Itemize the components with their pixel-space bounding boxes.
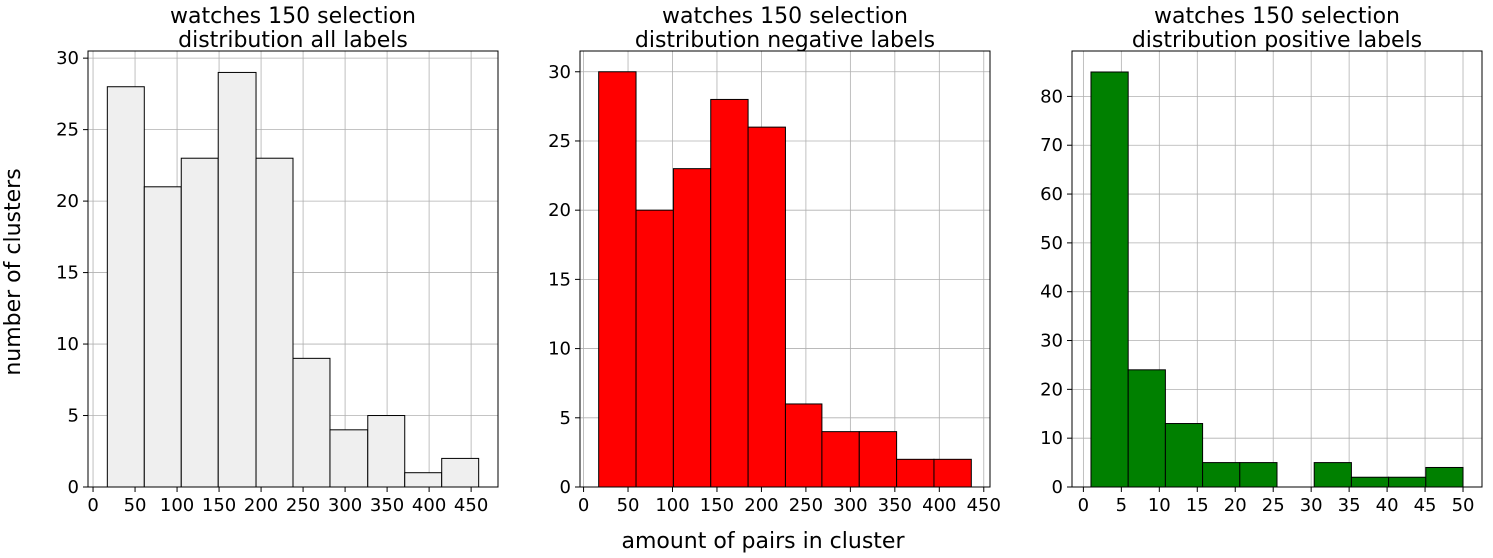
subplot-1: 0 50 100 150 200 250 300 350 400 450 0 5 10 15 20 25 30 w… [56, 4, 499, 516]
histogram-bar-6 [784, 403, 823, 488]
histogram-bar-4 [1202, 462, 1241, 488]
histogram-bar-3 [180, 157, 219, 488]
histogram-bar-1 [106, 86, 145, 488]
y-tick-label: 20 [1040, 379, 1063, 400]
histogram-bar-5 [255, 157, 294, 488]
histogram-bar-6 [292, 357, 331, 488]
y-tick-label: 50 [1040, 233, 1063, 254]
x-tick-label: 50 [124, 495, 147, 516]
x-tick-label: 100 [655, 495, 689, 516]
x-tick-label: 400 [922, 495, 956, 516]
histogram-bar-9 [404, 472, 443, 488]
chart-title-line-1: watches 150 selection [1154, 4, 1400, 29]
x-tick-label: 450 [967, 495, 1001, 516]
x-tick-label: 50 [1452, 495, 1475, 516]
x-tick-label: 0 [87, 495, 98, 516]
histogram-bar-9 [896, 458, 935, 488]
x-tick-label: 30 [1300, 495, 1323, 516]
y-tick-label: 5 [560, 408, 571, 429]
x-tick-label: 300 [328, 495, 362, 516]
x-tick-label: 350 [878, 495, 912, 516]
y-tick-label: 10 [1040, 428, 1063, 449]
x-tick-label: 150 [700, 495, 734, 516]
x-tick-label: 200 [244, 495, 278, 516]
y-tick-label: 0 [560, 477, 571, 498]
histogram-bar-2 [143, 186, 182, 488]
chart-title-line-1: watches 150 selection [662, 4, 908, 29]
y-tick-label: 20 [548, 200, 571, 221]
y-tick-label: 30 [548, 62, 571, 83]
x-tick-label: 0 [1078, 495, 1089, 516]
x-tick-label: 35 [1338, 495, 1361, 516]
histogram-bar-5 [747, 126, 786, 488]
plot-frame [87, 50, 499, 488]
y-tick-label: 15 [548, 269, 571, 290]
histogram-bar-7 [1313, 462, 1352, 488]
subplot-3: 0 5 10 15 20 25 30 35 40 45 50 0 10 20 30 40 50 60 70 80 wat… [1040, 4, 1483, 516]
x-tick-label: 25 [1262, 495, 1285, 516]
x-tick-label: 400 [412, 495, 446, 516]
subplot-2: 0 50 100 150 200 250 300 350 400 450 0 5 10 15 20 25 30 w… [548, 4, 1001, 516]
histogram-bar-10 [441, 457, 480, 488]
histogram-bar-7 [821, 431, 860, 488]
y-tick-label: 40 [1040, 282, 1063, 303]
chart-title-line-2: distribution all labels [178, 28, 408, 53]
histogram-bar-2 [635, 209, 674, 488]
histogram-bar-10 [933, 458, 972, 488]
x-tick-label: 15 [1186, 495, 1209, 516]
x-tick-label: 45 [1414, 495, 1437, 516]
histogram-bar-1 [1090, 71, 1129, 488]
y-tick-label: 10 [56, 334, 79, 355]
y-tick-label: 70 [1040, 135, 1063, 156]
histogram-bar-4 [710, 98, 749, 488]
histogram-bar-8 [1350, 476, 1390, 488]
histogram-bar-8 [858, 431, 898, 488]
histogram-bar-10 [1425, 466, 1464, 488]
y-tick-label: 80 [1040, 86, 1063, 107]
chart-title-line-1: watches 150 selection [170, 4, 416, 29]
histogram-bar-3 [1164, 423, 1204, 488]
plot-frame [1071, 50, 1483, 488]
y-tick-label: 25 [548, 131, 571, 152]
y-tick-label: 15 [56, 263, 79, 284]
histogram-bar-5 [1239, 462, 1278, 488]
histogram-bar-3 [672, 168, 712, 488]
histogram-bar-4 [217, 71, 257, 488]
plot-frame [579, 50, 991, 488]
chart-title-line-2: distribution positive labels [1132, 28, 1422, 53]
x-tick-label: 250 [789, 495, 823, 516]
y-tick-label: 5 [68, 406, 79, 427]
x-tick-label: 20 [1224, 495, 1247, 516]
y-tick-label: 25 [56, 120, 79, 141]
histogram-bar-8 [367, 415, 406, 488]
histogram-bar-1 [598, 71, 637, 488]
subplot-panels: 0 50 100 150 200 250 300 350 400 450051015202530w… [56, 4, 1483, 516]
figure-y-axis-label: number of clusters [1, 168, 26, 375]
chart-title-line-2: distribution negative labels [635, 28, 935, 53]
x-tick-label: 450 [454, 495, 488, 516]
figure-x-axis-label: amount of pairs in cluster [621, 529, 905, 554]
y-tick-label: 30 [1040, 331, 1063, 352]
x-tick-label: 50 [617, 495, 640, 516]
y-tick-label: 60 [1040, 184, 1063, 205]
y-tick-label: 30 [56, 48, 79, 69]
histogram-bar-7 [329, 429, 369, 488]
x-tick-label: 200 [744, 495, 778, 516]
x-tick-label: 5 [1116, 495, 1127, 516]
y-tick-label: 20 [56, 191, 79, 212]
x-tick-label: 100 [160, 495, 194, 516]
y-tick-label: 0 [1052, 477, 1063, 498]
histogram-bar-9 [1388, 476, 1427, 488]
histogram-bar-2 [1127, 369, 1166, 488]
x-tick-label: 40 [1376, 495, 1399, 516]
x-tick-label: 300 [833, 495, 867, 516]
x-tick-label: 350 [370, 495, 404, 516]
x-tick-label: 250 [286, 495, 320, 516]
y-tick-label: 0 [68, 477, 79, 498]
x-tick-label: 10 [1148, 495, 1171, 516]
x-tick-label: 0 [578, 495, 589, 516]
x-tick-label: 150 [202, 495, 236, 516]
y-tick-label: 10 [548, 339, 571, 360]
